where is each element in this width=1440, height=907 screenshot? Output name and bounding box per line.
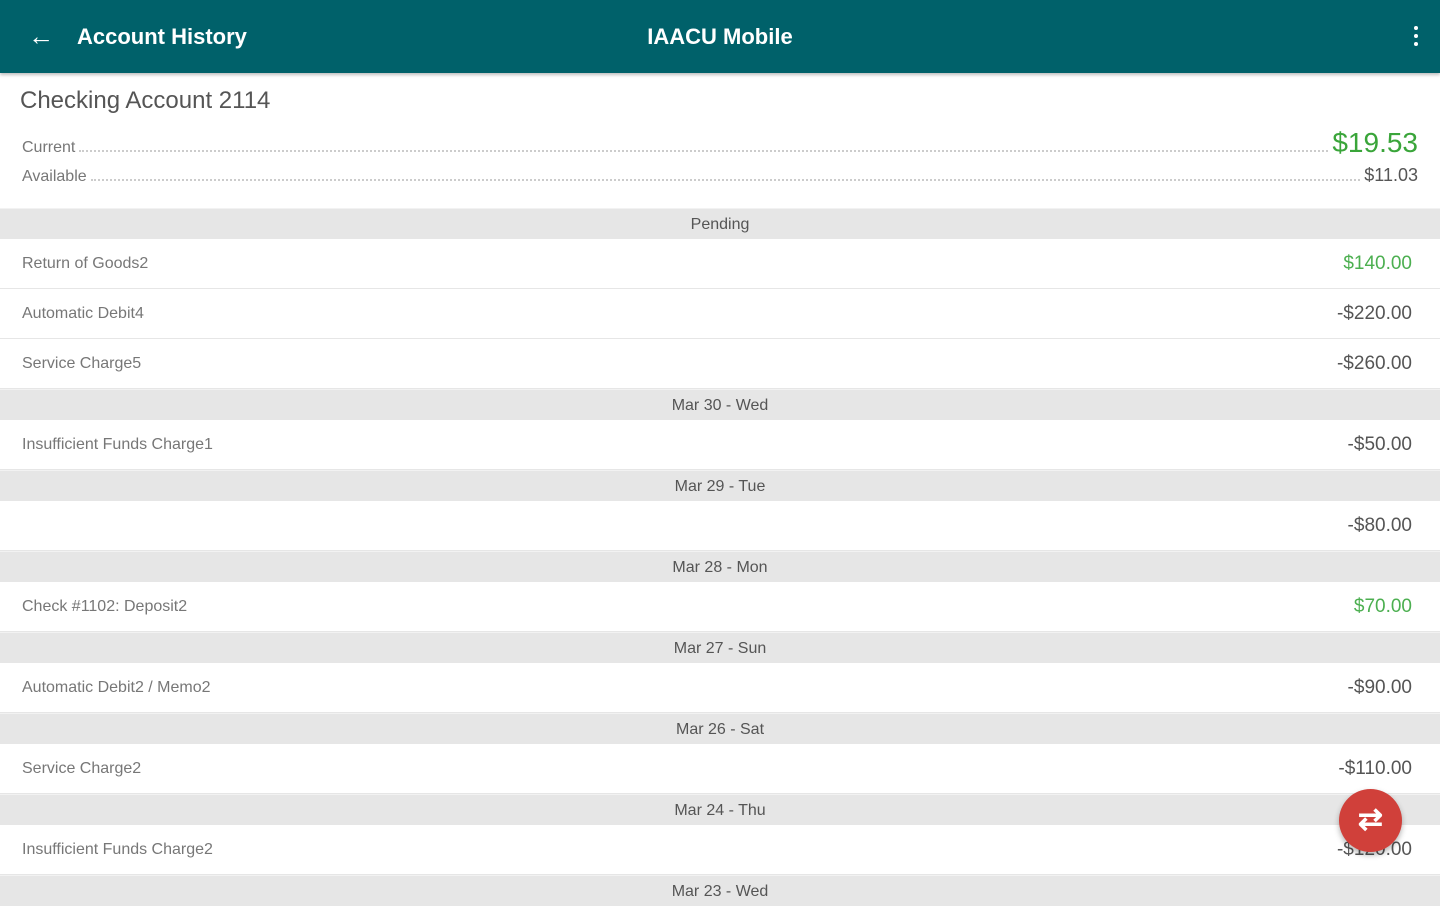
page-title: Account History bbox=[77, 24, 247, 49]
date-header: Pending bbox=[0, 208, 1440, 239]
more-vert-icon[interactable] bbox=[1412, 26, 1420, 46]
current-value: $19.53 bbox=[1332, 127, 1418, 158]
transaction-description: Return of Goods2 bbox=[22, 254, 149, 272]
transaction-description: Service Charge5 bbox=[22, 354, 142, 372]
date-header: Mar 28 - Mon bbox=[0, 551, 1440, 582]
transaction-list[interactable]: Pending Return of Goods2 $140.00 Automatic … bbox=[0, 208, 1440, 906]
transaction-description: Automatic Debit2 / Memo2 bbox=[22, 678, 211, 696]
transaction-amount: -$260.00 bbox=[1336, 352, 1412, 374]
transaction-description: Automatic Debit4 bbox=[22, 304, 144, 322]
transaction-description: Check #1102: Deposit2 bbox=[22, 597, 188, 615]
available-label: Available bbox=[22, 168, 87, 185]
account-name: Checking Account 2114 bbox=[20, 87, 271, 114]
app-bar: ← Account History IAACU Mobile bbox=[0, 0, 1440, 73]
transaction-description: Service Charge2 bbox=[22, 759, 142, 777]
current-balance: Current $19.53 bbox=[22, 127, 1418, 159]
transaction-row[interactable]: -$80.00 bbox=[0, 501, 1440, 551]
account-summary: Checking Account 2114 Current $19.53 Ava… bbox=[0, 73, 1440, 208]
date-header: Mar 23 - Wed bbox=[0, 875, 1440, 906]
transaction-row[interactable]: Automatic Debit4 -$220.00 bbox=[0, 289, 1440, 339]
transaction-row[interactable]: Return of Goods2 $140.00 bbox=[0, 239, 1440, 289]
transaction-row[interactable]: Service Charge5 -$260.00 bbox=[0, 339, 1440, 389]
date-header: Mar 29 - Tue bbox=[0, 470, 1440, 501]
transaction-amount: $70.00 bbox=[1353, 595, 1412, 617]
transaction-row[interactable]: Insufficient Funds Charge2-$120.00 bbox=[0, 825, 1440, 875]
app-name: IAACU Mobile bbox=[647, 24, 793, 49]
arrow-left-icon[interactable]: ← bbox=[28, 21, 54, 51]
date-header: Mar 27 - Sun bbox=[0, 632, 1440, 663]
date-header: Mar 26 - Sat bbox=[0, 713, 1440, 744]
swap-horiz-icon: ⇄ bbox=[1357, 803, 1384, 836]
current-label: Current bbox=[22, 139, 76, 156]
transaction-amount: -$110.00 bbox=[1338, 757, 1412, 779]
transaction-description: Insufficient Funds Charge2 bbox=[22, 840, 213, 858]
available-balance: Available $11.03 bbox=[22, 165, 1418, 186]
transaction-row[interactable]: Automatic Debit2 / Memo2 -$90.00 bbox=[0, 663, 1440, 713]
transaction-amount: -$50.00 bbox=[1347, 433, 1412, 455]
transaction-row[interactable]: Insufficient Funds Charge1 -$50.00 bbox=[0, 420, 1440, 470]
transaction-amount: -$220.00 bbox=[1336, 302, 1412, 324]
transaction-amount: -$90.00 bbox=[1347, 676, 1412, 698]
transaction-description: Insufficient Funds Charge1 bbox=[22, 435, 213, 453]
transaction-amount: -$80.00 bbox=[1347, 514, 1412, 536]
date-header: Mar 30 - Wed bbox=[0, 389, 1440, 420]
transfer-button[interactable]: ⇄ bbox=[1339, 789, 1402, 852]
available-value: $11.03 bbox=[1364, 165, 1418, 185]
transaction-row[interactable]: Check #1102: Deposit2 $70.00 bbox=[0, 582, 1440, 632]
transaction-amount: $140.00 bbox=[1343, 252, 1412, 274]
transaction-row[interactable]: Service Charge2 -$110.00 bbox=[0, 744, 1440, 794]
date-header: Mar 24 - Thu bbox=[0, 794, 1440, 825]
